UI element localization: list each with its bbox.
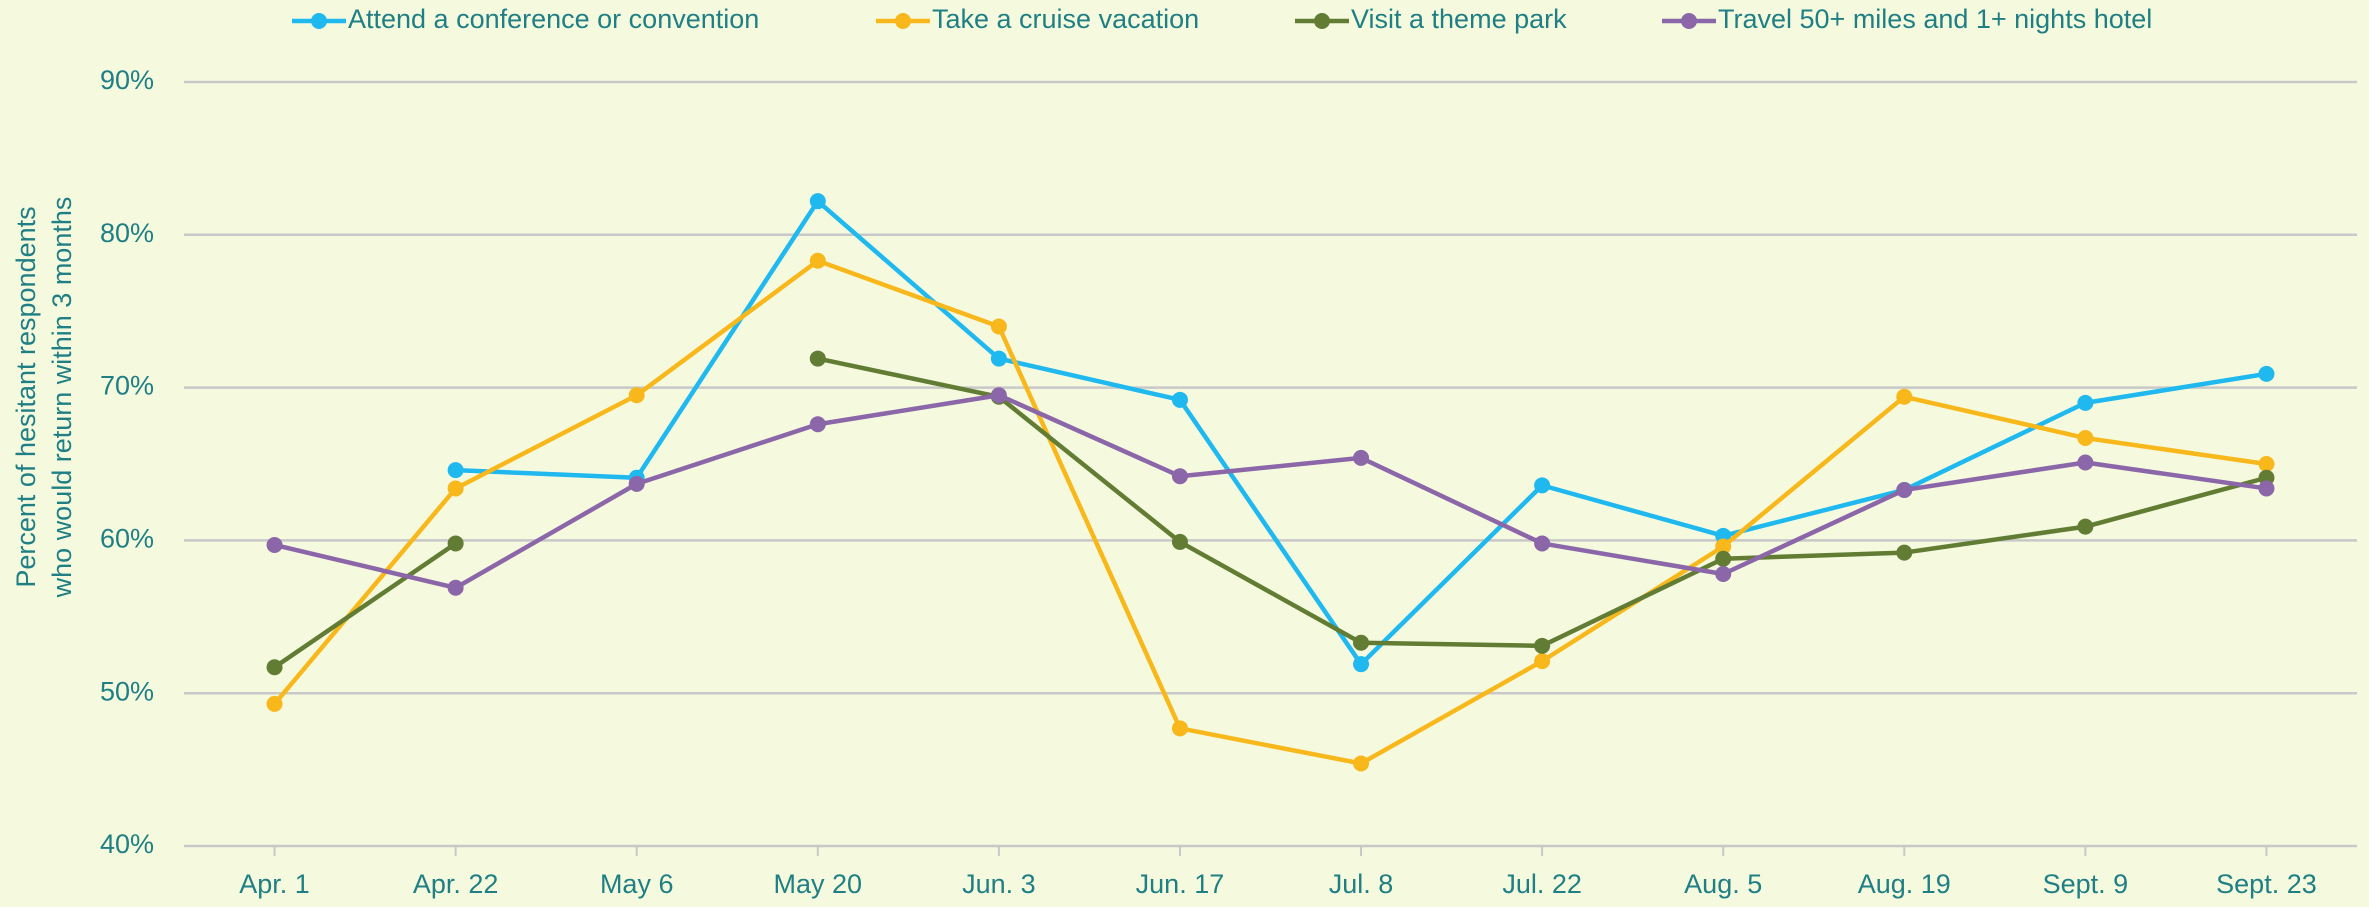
legend-label: Travel 50+ miles and 1+ nights hotel [1718,4,2152,34]
x-tick-label: Jul. 22 [1502,869,1582,899]
data-point [990,318,1007,335]
data-point [2258,456,2275,472]
x-tick-label: Aug. 5 [1684,869,1762,899]
legend-marker [311,13,327,29]
y-tick-label: 80% [100,218,154,248]
data-point [1715,550,1732,567]
data-point [809,193,826,210]
data-point [1353,634,1370,651]
data-point [1896,481,1913,498]
x-tick-label: May 20 [774,869,863,899]
data-point [1534,653,1551,670]
data-point [809,252,826,269]
x-tick-label: Sept. 9 [2043,869,2129,899]
x-tick-label: Aug. 19 [1858,869,1951,899]
data-point [447,579,464,596]
data-point [1896,544,1913,561]
data-point [809,350,826,367]
data-point [1171,468,1188,485]
x-tick-label: Sept. 23 [2216,869,2317,899]
data-point [447,462,464,479]
x-tick-label: Jun. 17 [1136,869,1225,899]
data-point [1171,391,1188,408]
data-point [447,535,464,552]
data-point [990,350,1007,367]
data-point [1353,656,1370,673]
legend-marker [1314,13,1330,29]
y-axis-title: Percent of hesitant respondents [11,206,41,587]
data-point [2258,480,2275,497]
data-point [2077,394,2094,411]
data-point [1534,477,1551,494]
data-point [1534,637,1551,654]
x-tick-label: Jun. 3 [962,869,1036,899]
x-tick-label: May 6 [600,869,674,899]
legend-label: Attend a conference or convention [348,4,759,34]
series-line [272,258,2267,766]
data-point [990,387,1007,404]
data-point [1896,388,1913,405]
legend-marker [895,13,911,29]
data-point [2077,454,2094,471]
data-point [266,536,283,553]
data-point [809,416,826,433]
data-point [266,659,283,676]
data-point [1171,533,1188,550]
data-point [2258,365,2275,382]
y-tick-label: 60% [100,524,154,554]
x-tick-label: Jul. 8 [1329,869,1394,899]
data-point [1353,755,1370,772]
x-tick-label: Apr. 1 [239,869,310,899]
x-tick-label: Apr. 22 [413,869,499,899]
data-point [2077,518,2094,535]
legend-label: Visit a theme park [1351,4,1567,34]
data-point [1171,720,1188,737]
legend-marker [1681,13,1697,29]
data-point [628,387,645,404]
data-point [1534,535,1551,552]
data-point [266,695,283,712]
y-tick-label: 40% [100,829,154,859]
data-point [1353,449,1370,466]
y-tick-label: 70% [100,371,154,401]
y-tick-label: 90% [100,65,154,95]
legend-label: Take a cruise vacation [932,4,1199,34]
series-line [274,392,2267,591]
y-axis-title: who would return within 3 months [47,197,77,599]
data-point [1715,566,1732,583]
data-point [447,480,464,497]
y-tick-label: 50% [100,676,154,706]
data-point [2077,430,2094,447]
data-point [1715,538,1732,555]
data-point [628,475,645,492]
